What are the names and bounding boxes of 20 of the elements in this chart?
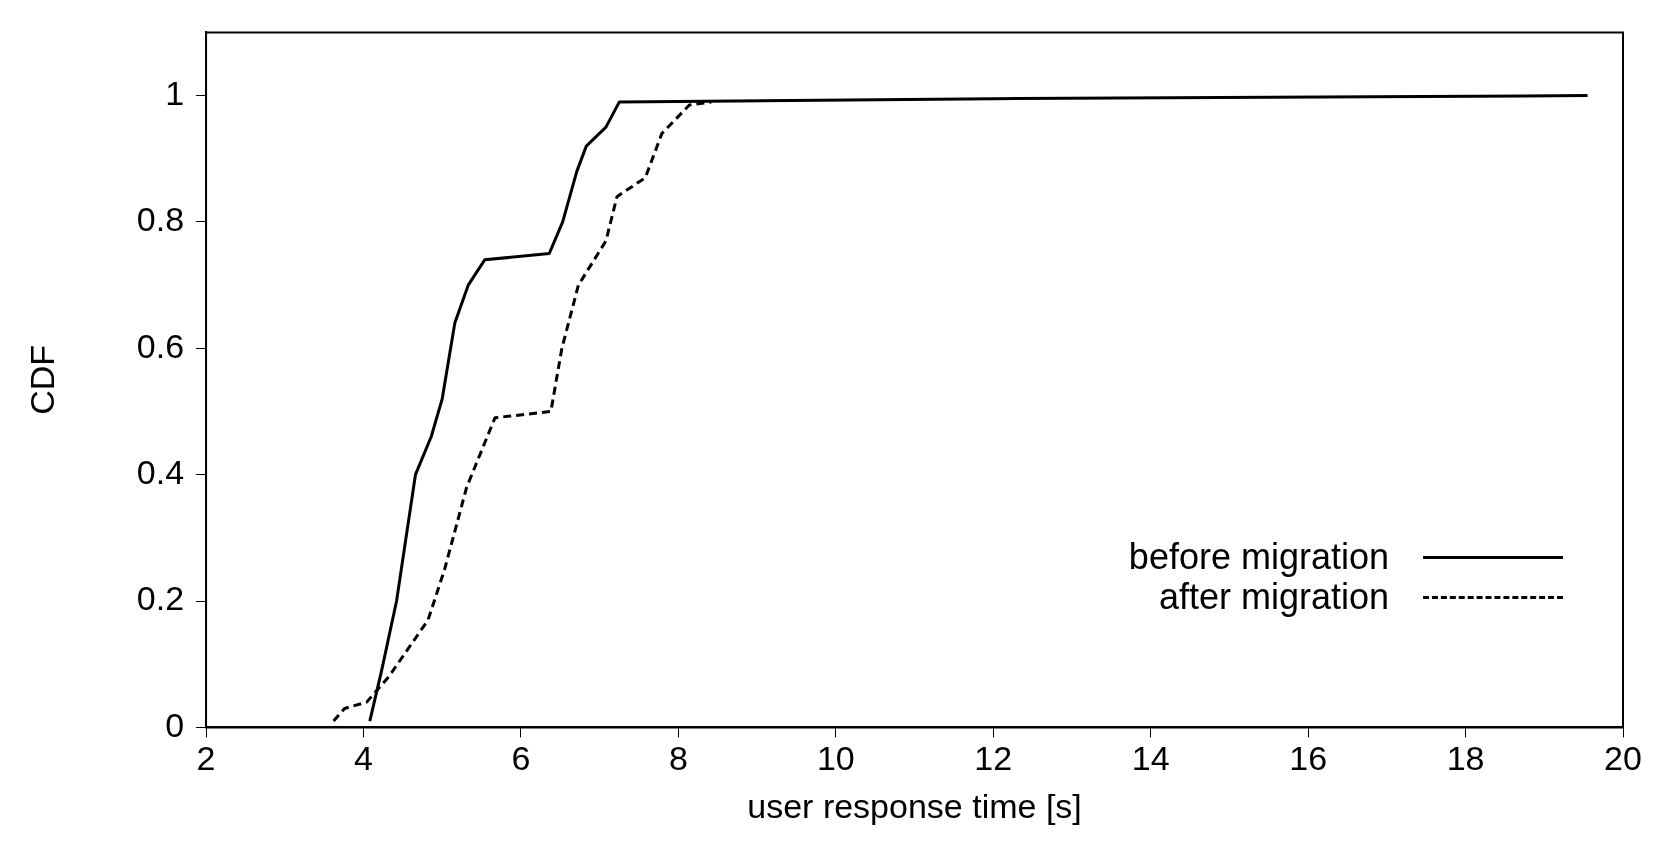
- x-tick-label: 10: [816, 739, 855, 778]
- x-tick-label: 18: [1446, 739, 1485, 778]
- x-tick-label: 8: [668, 739, 688, 778]
- y-tick-label: 0.8: [136, 200, 185, 239]
- x-axis-title: user response time [s]: [747, 786, 1082, 825]
- y-tick-label: 1: [165, 73, 185, 112]
- legend-label: after migration: [1158, 576, 1389, 618]
- y-tick-label: 0: [165, 705, 185, 744]
- y-tick-label: 0.2: [136, 579, 185, 618]
- legend-label: before migration: [1128, 536, 1389, 578]
- x-tick-label: 16: [1289, 739, 1328, 778]
- y-tick-label: 0.4: [136, 453, 185, 492]
- x-tick-label: 6: [511, 739, 531, 778]
- x-tick-label: 12: [974, 739, 1013, 778]
- y-tick-label: 0.6: [136, 326, 185, 365]
- x-tick-label: 14: [1131, 739, 1170, 778]
- x-tick-label: 4: [354, 739, 373, 778]
- x-tick-label: 20: [1604, 739, 1642, 778]
- y-axis-title: CDF: [22, 344, 61, 415]
- x-tick-label: 2: [196, 739, 216, 778]
